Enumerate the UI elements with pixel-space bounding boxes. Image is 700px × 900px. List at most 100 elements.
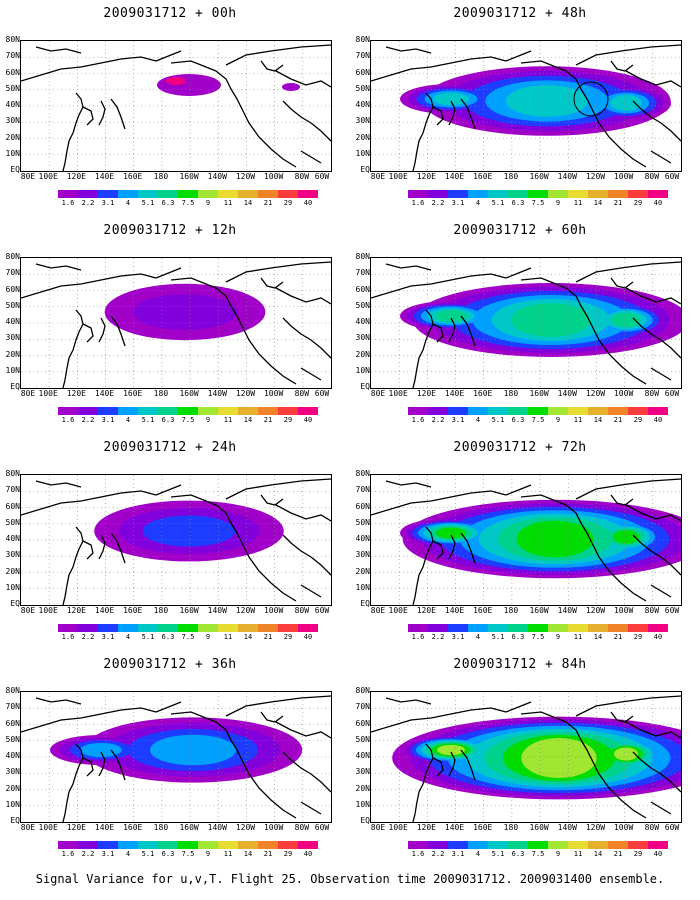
longitude-label: 120E [66,823,86,832]
latitude-label: 80N [5,252,20,261]
coastline [21,490,157,516]
colorbar-swatch [468,841,488,849]
colorbar-labels: 1.6 2.2 3.1 4 5.1 6.3 7.5 9 11 14 21 29 40 [408,416,668,426]
longitude-label: 100E [38,606,58,615]
colorbar-swatch [278,190,298,198]
longitude-label: 60W [314,823,330,832]
colorbar-tick-label: 7.5 [181,850,195,858]
coastline [448,534,456,560]
latitude-label: 80N [355,686,370,695]
coastline [155,267,182,279]
longitude-label: 140W [207,172,227,181]
longitude-label: 100W [613,389,634,398]
longitude-label: 160W [529,172,549,181]
colorbar-swatch [408,190,428,198]
latitude-label: 20N [5,783,20,793]
colorbar-tick-label: 3.1 [451,416,465,424]
latitude-label: EQ [360,599,370,608]
longitude-label: 80W [644,172,660,181]
coastline [98,100,106,126]
longitude-label: 180 [503,606,519,615]
coastline [448,317,456,343]
colorbar-tick-label: 11 [223,633,233,641]
latitude-label: 20N [355,349,370,359]
longitude-label: 160W [179,606,199,615]
latitude-label: 40N [5,100,20,109]
colorbar-swatch [468,624,488,632]
longitude-label: 160E [473,172,493,181]
longitude-label: 60W [314,389,330,398]
latitude-label: 40N [355,534,370,543]
longitude-axis: 80E 100E 120E 140E 160E 180 160W 140W 120W 100W 80… [20,389,332,401]
map-frame [370,691,682,823]
coastline [385,697,432,705]
colorbar-swatch [448,407,468,415]
latitude-label: 20N [5,349,20,359]
longitude-label: 140E [94,823,115,832]
map-frame [20,474,332,606]
colorbar-swatch [158,841,178,849]
colorbar-tick-label: 21 [263,633,273,641]
colorbar-tick-label: 4 [125,850,131,858]
colorbar-swatch [568,841,588,849]
colorbar-tick-label: 9 [555,633,561,641]
colorbar-swatch [118,624,138,632]
longitude-label: 60W [664,389,680,398]
longitude-label: 100E [38,389,58,398]
colorbar-tick-label: 1.6 [411,850,425,858]
colorbar-tick-label: 4 [475,633,481,641]
colorbar-tick-label: 3.1 [451,199,465,207]
coastline [412,92,434,171]
latitude-axis: 80N 70N 60N 50N 40N 30N 20N 10N EQ [0,253,20,391]
colorbar-swatch [428,624,448,632]
coastline [412,743,434,822]
colorbar-tick-label: 2.2 [431,199,445,207]
colorbar-tick-label: 6.3 [161,416,175,424]
coastline [650,150,672,164]
coastline [412,526,434,605]
longitude-label: 80E [370,389,386,398]
colorbar-swatch [238,190,258,198]
colorbar-tick-label: 29 [633,850,643,858]
map-panel: 2009031712 + 84h 80N 70N 60N 50N 40N 30N 20N 10N… [350,651,690,866]
colorbar-tick-label: 14 [593,633,603,641]
graticule [21,41,331,171]
colorbar-swatch [178,624,198,632]
latitude-label: 60N [355,67,370,77]
variance-contour-fill [166,77,186,85]
colorbar-swatch [278,407,298,415]
latitude-label: 80N [355,35,370,44]
longitude-axis: 80E 100E 120E 140E 160E 180 160W 140W 120W 100W 80… [370,823,682,835]
coastline [460,532,476,564]
coastline [300,801,322,815]
colorbar [408,407,668,415]
colorbar-tick-label: 2.2 [81,416,95,424]
colorbar-tick-label: 7.5 [531,199,545,207]
colorbar-swatch [568,407,588,415]
coastline [225,44,331,66]
coastline [82,106,94,126]
latitude-axis: 80N 70N 60N 50N 40N 30N 20N 10N EQ [342,470,370,608]
graticule [21,475,331,605]
coastline [35,480,82,488]
longitude-label: 100W [613,823,634,832]
colorbar-swatch [568,624,588,632]
colorbar-swatch [448,624,468,632]
colorbar-tick-label: 6.3 [511,416,525,424]
coastline [21,273,157,299]
colorbar-swatch [528,841,548,849]
colorbar-tick-label: 14 [243,416,253,424]
latitude-label: 20N [355,132,370,142]
colorbar-tick-label: 3.1 [451,850,465,858]
colorbar-tick-label: 9 [205,633,211,641]
colorbar-swatch [58,841,78,849]
colorbar-tick-label: 5.1 [491,199,505,207]
longitude-label: 140W [557,823,577,832]
panel-title: 2009031712 + 12h [103,223,237,238]
longitude-label: 100E [388,823,408,832]
colorbar-swatch [98,407,118,415]
colorbar-tick-label: 29 [633,199,643,207]
map-frame [20,40,332,172]
colorbar-tick-label: 11 [573,416,583,424]
panel-title: 2009031712 + 24h [103,440,237,455]
